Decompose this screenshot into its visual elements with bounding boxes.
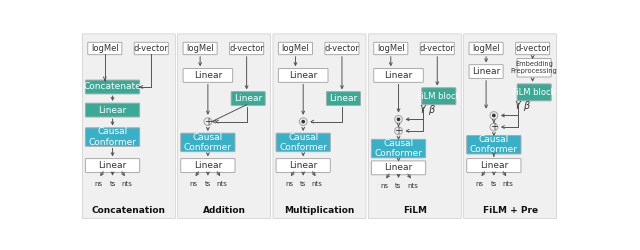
Text: Linear: Linear — [330, 94, 358, 103]
Text: Causal
Conformer: Causal Conformer — [374, 139, 422, 158]
Text: d-vector: d-vector — [420, 44, 454, 53]
FancyBboxPatch shape — [278, 68, 328, 82]
Circle shape — [302, 120, 305, 123]
FancyBboxPatch shape — [83, 34, 175, 219]
Text: ns: ns — [476, 181, 484, 187]
Text: FiLM block: FiLM block — [513, 88, 556, 97]
Text: ns: ns — [95, 181, 102, 187]
FancyBboxPatch shape — [371, 161, 426, 175]
FancyBboxPatch shape — [517, 84, 551, 101]
FancyBboxPatch shape — [325, 42, 359, 55]
FancyBboxPatch shape — [463, 34, 557, 219]
Text: nts: nts — [502, 181, 513, 187]
FancyBboxPatch shape — [276, 158, 330, 172]
Text: ns: ns — [190, 181, 198, 187]
FancyBboxPatch shape — [516, 42, 550, 55]
FancyBboxPatch shape — [469, 65, 503, 78]
Text: ts: ts — [109, 181, 116, 187]
Text: Linear: Linear — [289, 71, 317, 80]
FancyBboxPatch shape — [178, 34, 271, 219]
FancyBboxPatch shape — [85, 103, 140, 117]
Text: β: β — [428, 105, 434, 115]
FancyBboxPatch shape — [85, 128, 140, 146]
Text: Multiplication: Multiplication — [284, 206, 355, 215]
Text: ns: ns — [381, 183, 388, 189]
Text: Linear: Linear — [480, 161, 508, 170]
Text: d-vector: d-vector — [324, 44, 360, 53]
FancyBboxPatch shape — [183, 42, 217, 55]
FancyBboxPatch shape — [183, 68, 233, 82]
Text: Linear: Linear — [194, 161, 222, 170]
Text: FiLM block: FiLM block — [417, 92, 461, 101]
Text: Embedding
Preprocessing: Embedding Preprocessing — [511, 61, 557, 74]
Text: Linear: Linear — [99, 106, 127, 114]
FancyBboxPatch shape — [278, 42, 312, 55]
Text: d-vector: d-vector — [229, 44, 264, 53]
Text: logMel: logMel — [282, 44, 309, 53]
Text: γ: γ — [514, 99, 520, 109]
Text: nts: nts — [312, 181, 323, 187]
FancyBboxPatch shape — [467, 158, 521, 172]
FancyBboxPatch shape — [230, 42, 264, 55]
Text: logMel: logMel — [186, 44, 214, 53]
Text: Linear: Linear — [472, 67, 500, 76]
FancyBboxPatch shape — [422, 88, 456, 105]
Text: Causal
Conformer: Causal Conformer — [470, 135, 518, 154]
Text: +: + — [394, 126, 403, 136]
Text: Linear: Linear — [289, 161, 317, 170]
Text: Linear: Linear — [385, 71, 413, 80]
FancyBboxPatch shape — [374, 68, 423, 82]
FancyBboxPatch shape — [368, 34, 461, 219]
Text: ts: ts — [396, 183, 402, 189]
FancyBboxPatch shape — [85, 80, 140, 94]
Text: Linear: Linear — [99, 161, 127, 170]
Text: Causal
Conformer: Causal Conformer — [88, 127, 136, 147]
FancyBboxPatch shape — [180, 158, 235, 172]
Circle shape — [397, 118, 400, 120]
Text: γ: γ — [419, 103, 425, 113]
FancyBboxPatch shape — [326, 92, 360, 106]
Text: +: + — [490, 122, 498, 132]
FancyBboxPatch shape — [180, 133, 235, 152]
Text: ts: ts — [491, 181, 497, 187]
Text: logMel: logMel — [472, 44, 500, 53]
Text: Addition: Addition — [203, 206, 246, 215]
Text: Linear: Linear — [234, 94, 262, 103]
Text: nts: nts — [121, 181, 132, 187]
FancyBboxPatch shape — [273, 34, 366, 219]
Text: Concatenation: Concatenation — [92, 206, 166, 215]
Text: d-vector: d-vector — [134, 44, 169, 53]
Text: logMel: logMel — [91, 44, 118, 53]
FancyBboxPatch shape — [371, 139, 426, 158]
Text: ts: ts — [205, 181, 211, 187]
Text: β: β — [524, 101, 529, 111]
Text: FiLM + Pre: FiLM + Pre — [483, 206, 538, 215]
Text: Linear: Linear — [385, 163, 413, 172]
Text: Causal
Conformer: Causal Conformer — [279, 133, 327, 152]
FancyBboxPatch shape — [374, 42, 408, 55]
Text: Causal
Conformer: Causal Conformer — [184, 133, 232, 152]
Text: +: + — [204, 117, 212, 127]
FancyBboxPatch shape — [231, 92, 265, 106]
FancyBboxPatch shape — [469, 42, 503, 55]
Text: FiLM: FiLM — [403, 206, 427, 215]
Text: ns: ns — [285, 181, 293, 187]
FancyBboxPatch shape — [276, 133, 330, 152]
Text: nts: nts — [407, 183, 418, 189]
FancyBboxPatch shape — [88, 42, 122, 55]
FancyBboxPatch shape — [85, 158, 140, 172]
Text: logMel: logMel — [377, 44, 404, 53]
Text: Concatenate: Concatenate — [84, 82, 141, 92]
Circle shape — [493, 114, 495, 116]
Text: ts: ts — [300, 181, 307, 187]
Text: Linear: Linear — [194, 71, 222, 80]
FancyBboxPatch shape — [134, 42, 168, 55]
FancyBboxPatch shape — [517, 58, 551, 77]
Text: d-vector: d-vector — [515, 44, 550, 53]
FancyBboxPatch shape — [420, 42, 454, 55]
Text: nts: nts — [216, 181, 227, 187]
FancyBboxPatch shape — [467, 136, 521, 154]
